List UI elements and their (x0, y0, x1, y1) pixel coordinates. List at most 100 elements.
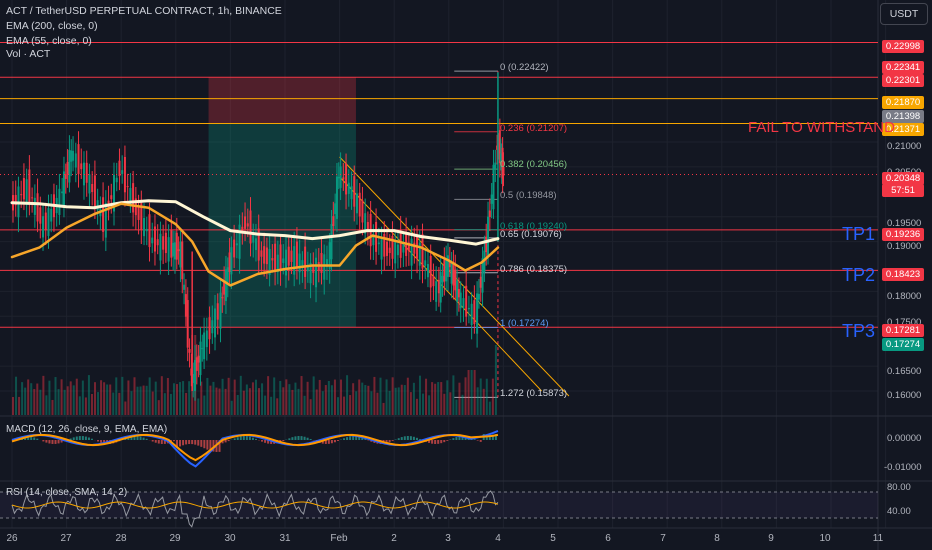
rsi-legend[interactable]: RSI (14, close, SMA, 14, 2) (6, 487, 128, 498)
volume-bar (21, 382, 24, 415)
candle-body (235, 243, 238, 246)
legend-ema55[interactable]: EMA (55, close, 0) (6, 35, 92, 47)
candle-body (25, 179, 28, 203)
volume-bar (315, 389, 318, 415)
volume-bar (179, 382, 182, 415)
candle-body (476, 293, 479, 334)
volume-bar (291, 389, 294, 415)
fib-label: 0.65 (0.19076) (500, 229, 562, 240)
volume-bar (148, 377, 151, 415)
candle-countdown: 57:51 (882, 184, 924, 197)
candle-body (260, 250, 263, 257)
volume-bar (36, 383, 39, 415)
macd-histogram-bar (81, 436, 84, 440)
macd-histogram-bar (294, 436, 297, 440)
candle-body (211, 320, 214, 334)
fib-label: 1 (0.17274) (500, 318, 549, 329)
price-tick: 0.21000 (887, 141, 922, 152)
macd-histogram-bar (446, 440, 449, 441)
volume-bar (90, 393, 93, 415)
macd-histogram-bar (203, 440, 206, 449)
candle-body (199, 341, 202, 376)
candle-body (435, 281, 438, 302)
macd-histogram-bar (103, 440, 106, 444)
candle-body (22, 177, 25, 200)
candle-body (195, 357, 198, 371)
volume-bar (218, 388, 221, 415)
candle-body (494, 162, 497, 169)
x-tick: Feb (330, 533, 348, 544)
candle-body (194, 359, 196, 391)
macd-histogram-bar (206, 440, 209, 450)
macd-histogram-bar (397, 438, 400, 440)
macd-histogram-bar (300, 436, 303, 440)
candle-body (88, 174, 91, 194)
candle-body (355, 193, 358, 214)
candle-body (325, 259, 328, 268)
candle-body (257, 228, 260, 261)
candle-body (473, 300, 476, 324)
volume-bar (273, 377, 276, 415)
volume-bar (130, 391, 133, 415)
candle-body (501, 147, 504, 179)
candle-body (452, 262, 455, 286)
volume-bar (230, 400, 233, 415)
annotation-fail: FAIL TO WITHSTAND (748, 119, 895, 136)
volume-bar (461, 394, 464, 415)
volume-bar (391, 377, 394, 415)
x-tick: 5 (550, 533, 556, 544)
legend-ema200[interactable]: EMA (200, close, 0) (6, 20, 98, 32)
macd-histogram-bar (245, 436, 248, 440)
candle-body (377, 242, 380, 245)
volume-bar (51, 399, 54, 415)
candle-body (364, 213, 367, 234)
volume-bar (233, 379, 236, 415)
candle-body (285, 249, 287, 276)
price-tick: 0.16000 (887, 390, 922, 401)
volume-bar (361, 382, 364, 415)
macd-histogram-bar (182, 440, 185, 446)
candle-body (380, 237, 383, 260)
candle-body (312, 266, 315, 273)
macd-legend[interactable]: MACD (12, 26, close, 9, EMA, EMA) (6, 424, 168, 435)
volume-bar (270, 396, 273, 415)
x-tick: 27 (60, 533, 72, 544)
macd-histogram-bar (136, 436, 139, 440)
volume-bar (415, 398, 418, 415)
candle-body (502, 166, 505, 176)
macd-histogram-bar (282, 440, 285, 442)
volume-bar (330, 385, 333, 415)
volume-bar (160, 376, 163, 415)
candle-body (345, 163, 348, 195)
candle-body (467, 307, 470, 310)
candle-body (487, 216, 490, 256)
candle-body (287, 246, 290, 266)
macd-histogram-bar (267, 440, 270, 444)
currency-selector[interactable]: USDT (880, 3, 928, 25)
volume-bar (379, 377, 382, 415)
candle-body (492, 164, 495, 210)
candle-body (490, 194, 493, 204)
macd-histogram-bar (488, 434, 491, 440)
volume-bar (425, 378, 428, 415)
macd-histogram-bar (385, 440, 388, 444)
candle-body (439, 271, 442, 303)
volume-bar (437, 382, 440, 415)
volume-bar (258, 388, 261, 415)
price-label: 0.21398 (882, 110, 924, 123)
ema55-line (10, 202, 500, 287)
candle-body (228, 252, 231, 272)
volume-bar (400, 384, 403, 415)
candle-body (498, 130, 501, 164)
candle-body (115, 177, 118, 183)
macd-histogram-bar (48, 440, 51, 444)
macd-histogram-bar (78, 436, 81, 440)
candle-body (335, 176, 338, 219)
volume-bar (100, 380, 103, 415)
annotation-tp2: TP2 (842, 265, 876, 285)
legend-volume[interactable]: Vol · ACT (6, 48, 51, 60)
volume-bar (382, 402, 385, 415)
candle-body (488, 210, 491, 218)
rsi-line (11, 490, 499, 528)
